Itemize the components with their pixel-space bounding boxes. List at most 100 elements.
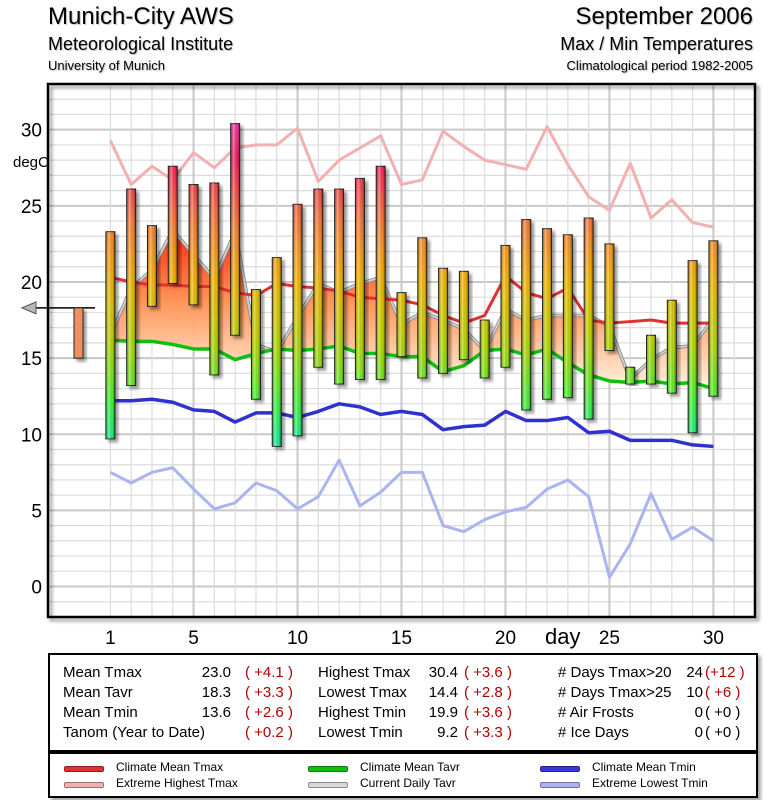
stat-label: Highest Tmin: [318, 704, 407, 721]
bar-shade: [604, 243, 614, 351]
stat-label: # Days Tmax>25: [558, 684, 672, 701]
x-tick-label: 15: [391, 628, 412, 649]
bar-shade: [313, 189, 323, 368]
y-tick-label: 30: [21, 121, 42, 142]
stat-row: Mean Tmax 23.0 ( +4.1 ): [63, 663, 303, 683]
legend-label: Extreme Highest Tmax: [116, 776, 238, 790]
stat-anomaly: ( +0.2 ): [245, 724, 293, 741]
stat-value: 0: [694, 724, 703, 741]
bar-shade: [625, 367, 635, 385]
stat-anomaly: ( +6 ): [705, 684, 741, 701]
stat-row: # Days Tmax>20 24 (+12 ): [558, 663, 753, 683]
stat-label: Highest Tmax: [318, 664, 411, 681]
stat-label: Mean Tmin: [63, 704, 138, 721]
stat-anomaly: ( +0 ): [705, 724, 741, 741]
bar-shade: [438, 268, 448, 374]
y-tick-label: 15: [21, 349, 42, 370]
statistics-panel: Mean Tmax 23.0 ( +4.1 ) Mean Tavr 18.3 ( +3.…: [48, 653, 758, 752]
stat-value: 9.2: [437, 724, 458, 741]
stat-anomaly: ( +0 ): [705, 704, 741, 721]
stat-row: # Days Tmax>25 10( +6 ): [558, 683, 753, 703]
stat-row: Tanom (Year to Date) ( +0.2 ): [63, 723, 303, 743]
stat-value: 24: [686, 664, 703, 681]
stat-value: 18.3: [201, 684, 231, 701]
y-tick-label: 0: [31, 578, 42, 599]
bar-shade: [293, 204, 303, 436]
stat-anomaly: (+12 ): [705, 664, 745, 681]
legend-swatch: [64, 766, 104, 772]
tavr-anomaly-area: [110, 230, 714, 389]
line-extreme-lowest-tmin: [109, 458, 715, 579]
x-axis-label: day: [545, 624, 580, 649]
bar-shade: [542, 228, 552, 400]
x-tick-label: 20: [495, 628, 516, 649]
bar-shade: [459, 271, 469, 360]
bar-shade: [500, 245, 510, 368]
bar-shade: [209, 182, 219, 375]
legend-swatch: [308, 766, 348, 772]
climate-period-label: Climatological period 1982-2005: [566, 58, 753, 73]
stat-row: Mean Tmin 13.6 ( +2.6 ): [63, 703, 303, 723]
bar-shade: [147, 225, 157, 307]
stat-row: Lowest Tmin 9.2 ( +3.3 ): [318, 723, 548, 743]
y-tick-label: 10: [21, 425, 42, 446]
y-axis-label: degC: [13, 154, 49, 171]
stat-label: Lowest Tmax: [318, 684, 407, 701]
line-extreme-highest-tmax: [109, 125, 714, 229]
stat-value: 14.4: [428, 684, 458, 701]
legend-label: Extreme Lowest Tmin: [592, 776, 708, 790]
stat-label: # Ice Days: [558, 724, 629, 741]
stat-value: 30.4: [428, 664, 458, 681]
stat-label: # Days Tmax>20: [558, 664, 672, 681]
stat-anomaly: ( +4.1 ): [245, 664, 293, 681]
legend-label: Climate Mean Tavr: [360, 760, 460, 774]
stat-value: 19.9: [428, 704, 458, 721]
bar-shade: [355, 178, 365, 380]
stat-label: Tanom (Year to Date): [63, 724, 206, 741]
bar-shade: [272, 257, 282, 447]
stats-column-means: Mean Tmax 23.0 ( +4.1 ) Mean Tavr 18.3 ( +3.…: [63, 663, 303, 743]
legend-swatch: [308, 782, 348, 788]
bar-shade: [708, 240, 718, 397]
stat-row: Highest Tmin 19.9 ( +3.6 ): [318, 703, 548, 723]
stat-value: 10: [686, 684, 703, 701]
legend-swatch: [540, 766, 580, 772]
stat-label: # Air Frosts: [558, 704, 634, 721]
bar-shade: [189, 184, 199, 305]
bar-shade: [667, 300, 677, 394]
y-tick-label: 20: [21, 273, 42, 294]
chart-subject: Max / Min Temperatures: [560, 34, 753, 54]
stat-anomaly: ( +3.6 ): [464, 664, 512, 681]
month-mean-bar: [73, 307, 84, 359]
bar-shade: [230, 123, 240, 336]
stat-label: Mean Tavr: [63, 684, 133, 701]
x-tick-label: 5: [188, 628, 199, 649]
stat-anomaly: ( +2.6 ): [245, 704, 293, 721]
legend-label: Climate Mean Tmax: [116, 760, 224, 774]
line-climate-mean-tmin: [110, 397, 714, 449]
bar-shade: [397, 292, 406, 357]
y-tick-label: 25: [21, 197, 42, 218]
station-title: Munich-City AWS: [48, 3, 234, 30]
stat-row: # Ice Days 0( +0 ): [558, 723, 753, 743]
x-tick-label: 25: [599, 628, 620, 649]
legend-swatch: [64, 782, 104, 788]
arrow-left-icon: [20, 301, 37, 315]
x-tick-label: 1: [105, 628, 116, 649]
x-axis: 1 5 10 15 20 25 30: [105, 628, 724, 649]
plot-frame: [46, 82, 757, 619]
stat-value: 23.0: [201, 664, 231, 681]
stat-row: # Air Frosts 0( +0 ): [558, 703, 753, 723]
y-axis: 0 5 10 15 20 25 30: [21, 121, 42, 599]
stat-label: Lowest Tmin: [318, 724, 403, 741]
bar-shade: [376, 166, 386, 380]
bar-shade: [646, 335, 656, 385]
bar-shade: [521, 219, 531, 410]
daily-bars: [105, 123, 719, 447]
bar-shade: [126, 189, 136, 386]
bar-shade: [563, 234, 573, 398]
y-tick-label: 5: [31, 501, 42, 522]
legend-swatch: [540, 782, 580, 788]
stat-label: Mean Tmax: [63, 664, 142, 681]
